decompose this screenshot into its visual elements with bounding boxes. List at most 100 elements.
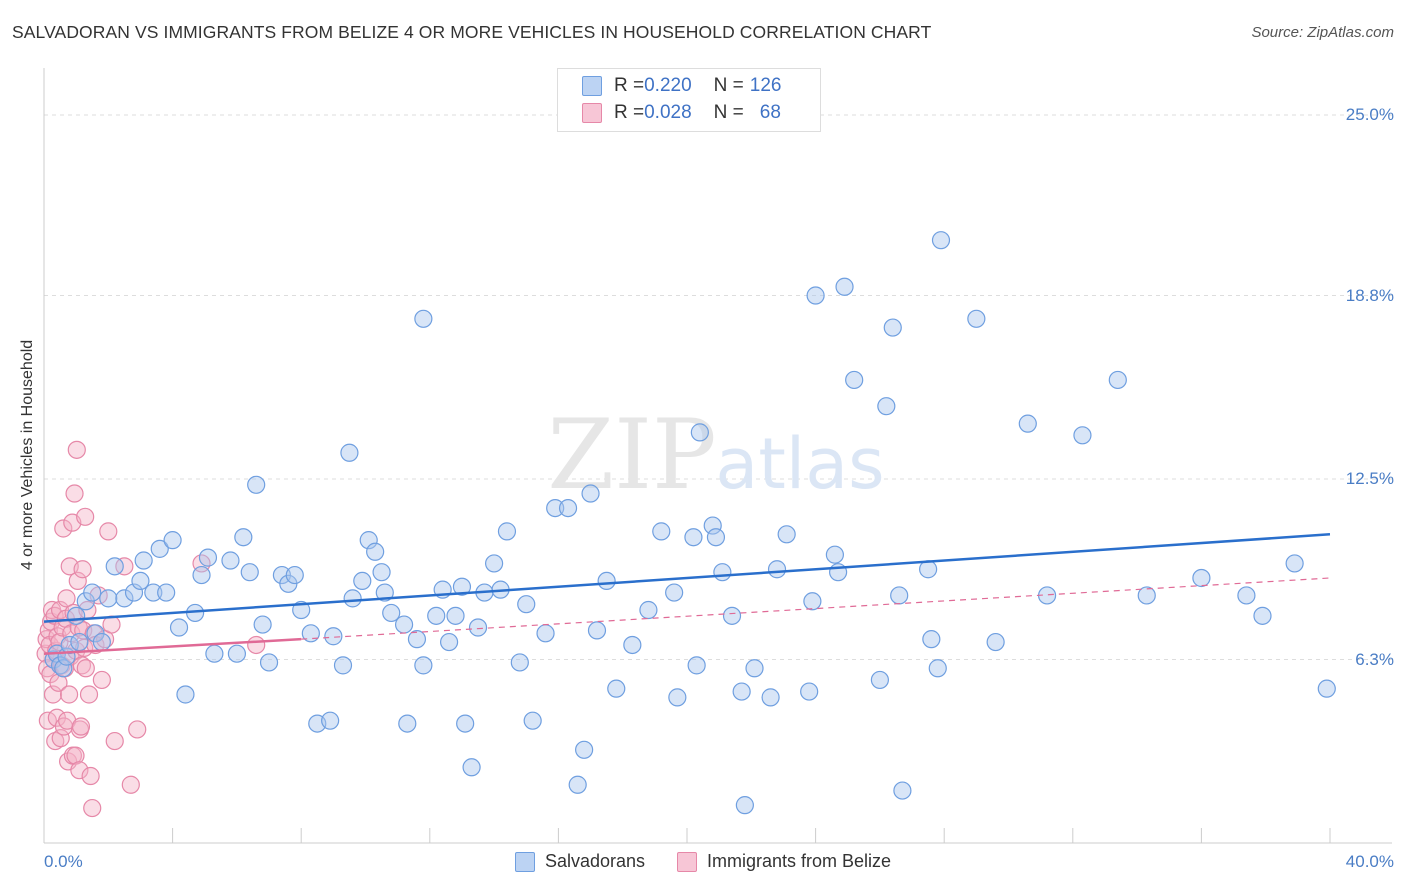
salvadorans-point-53 xyxy=(398,714,417,733)
r-value: 0.220 xyxy=(644,75,692,96)
salvadorans-point-71 xyxy=(523,711,542,730)
belize-point-9 xyxy=(43,685,63,704)
salvadorans-point-104 xyxy=(835,277,854,296)
belize-point-36 xyxy=(65,484,84,503)
salvadorans-point-82 xyxy=(639,600,658,620)
salvadorans-point-117 xyxy=(1018,414,1037,433)
belize-point-52 xyxy=(79,685,99,704)
salvadorans-point-112 xyxy=(922,630,941,649)
belize-point-58 xyxy=(92,670,111,690)
salvadorans-point-18 xyxy=(144,583,163,602)
salvadorans-point-121 xyxy=(1137,586,1156,605)
n-value: 68 xyxy=(759,102,781,123)
trend-belize-extended xyxy=(301,577,1331,640)
series-belize-points xyxy=(36,440,266,818)
belize-point-60 xyxy=(99,522,118,541)
salvadorans-point-13 xyxy=(105,557,124,576)
salvadorans-point-37 xyxy=(285,565,304,585)
x-tick-max: 40.0% xyxy=(1345,852,1394,871)
salvadorans-point-57 xyxy=(427,606,446,625)
salvadorans-point-69 xyxy=(510,653,529,672)
r-value: 0.028 xyxy=(644,102,692,123)
salvadorans-point-115 xyxy=(967,309,986,328)
salvadorans-point-41 xyxy=(321,711,340,730)
belize-point-27 xyxy=(58,711,77,730)
salvadorans-point-111 xyxy=(919,560,938,579)
salvadorans-point-50 xyxy=(375,583,394,602)
belize-point-67 xyxy=(247,635,266,655)
salvadorans-point-94 xyxy=(735,796,754,815)
belize-point-53 xyxy=(81,766,100,786)
trend-lines xyxy=(43,533,1331,655)
salvadorans-point-79 xyxy=(597,571,616,591)
belize-point-49 xyxy=(76,507,95,526)
salvadorans-point-59 xyxy=(439,632,459,652)
chart-title: SALVADORAN VS IMMIGRANTS FROM BELIZE 4 O… xyxy=(12,22,932,42)
salvadorans-point-46 xyxy=(353,571,372,591)
series-legend: Salvadorans Immigrants from Belize xyxy=(0,851,1406,872)
belize-point-12 xyxy=(46,731,65,751)
salvadorans-point-96 xyxy=(761,688,780,707)
belize-point-39 xyxy=(67,440,86,459)
salvadorans-point-38 xyxy=(292,600,311,620)
legend-item-salvadorans[interactable]: Salvadorans xyxy=(514,851,645,872)
belize-point-19 xyxy=(51,729,70,748)
salvadorans-point-92 xyxy=(722,606,742,625)
salvadorans-point-43 xyxy=(333,656,353,675)
salvadorans-point-14 xyxy=(115,589,134,608)
salvadorans-point-20 xyxy=(157,583,176,602)
salvadorans-point-98 xyxy=(777,525,796,544)
salvadorans-point-113 xyxy=(928,659,947,678)
belize-point-54 xyxy=(83,798,102,818)
salvadorans-point-116 xyxy=(986,632,1005,652)
salvadorans-point-64 xyxy=(468,618,488,637)
salvadorans-point-49 xyxy=(372,563,391,582)
legend-swatch-blue xyxy=(514,851,535,872)
gridlines xyxy=(44,114,1392,661)
salvadorans-point-44 xyxy=(340,443,359,462)
source-credit: Source: ZipAtlas.com xyxy=(1251,24,1394,41)
salvadorans-point-26 xyxy=(198,548,218,567)
salvadorans-point-66 xyxy=(485,554,504,573)
y-tick-label-3: 25.0% xyxy=(1345,104,1394,124)
belize-point-65 xyxy=(128,720,147,739)
salvadorans-point-110 xyxy=(893,781,912,800)
salvadorans-point-12 xyxy=(99,589,118,608)
salvadorans-point-17 xyxy=(134,551,153,570)
salvadorans-point-99 xyxy=(800,682,819,701)
salvadorans-point-48 xyxy=(366,542,385,561)
r-label: R = xyxy=(614,102,645,123)
salvadorans-point-89 xyxy=(703,516,722,535)
salvadorans-point-84 xyxy=(665,583,684,602)
salvadorans-point-125 xyxy=(1285,554,1304,573)
salvadorans-point-51 xyxy=(382,603,401,623)
salvadorans-point-95 xyxy=(745,659,764,678)
salvadorans-point-55 xyxy=(414,656,433,675)
salvadorans-point-15 xyxy=(124,583,144,602)
axes xyxy=(43,68,1392,844)
salvadorans-point-119 xyxy=(1073,426,1092,445)
stats-row-belize: R = 0.028 N = 68 xyxy=(558,100,781,126)
salvadorans-point-56 xyxy=(414,309,433,328)
salvadorans-point-80 xyxy=(607,679,626,698)
legend-label-belize: Immigrants from Belize xyxy=(707,851,892,871)
salvadorans-point-81 xyxy=(623,635,642,655)
belize-point-37 xyxy=(66,746,85,765)
salvadorans-point-32 xyxy=(247,475,266,494)
salvadorans-point-61 xyxy=(452,577,472,596)
swatch-blue xyxy=(582,76,602,96)
salvadorans-point-47 xyxy=(359,531,378,550)
legend-item-belize[interactable]: Immigrants from Belize xyxy=(677,851,891,872)
salvadorans-point-70 xyxy=(517,595,536,614)
salvadorans-point-77 xyxy=(581,484,600,503)
salvadorans-point-83 xyxy=(652,522,671,541)
salvadorans-point-52 xyxy=(394,615,414,634)
salvadorans-point-122 xyxy=(1192,568,1211,588)
salvadorans-point-16 xyxy=(131,571,150,591)
salvadorans-point-124 xyxy=(1253,606,1272,625)
salvadorans-point-11 xyxy=(92,632,111,652)
salvadorans-point-3 xyxy=(54,659,73,678)
belize-point-29 xyxy=(59,685,79,704)
salvadorans-point-93 xyxy=(732,682,751,701)
